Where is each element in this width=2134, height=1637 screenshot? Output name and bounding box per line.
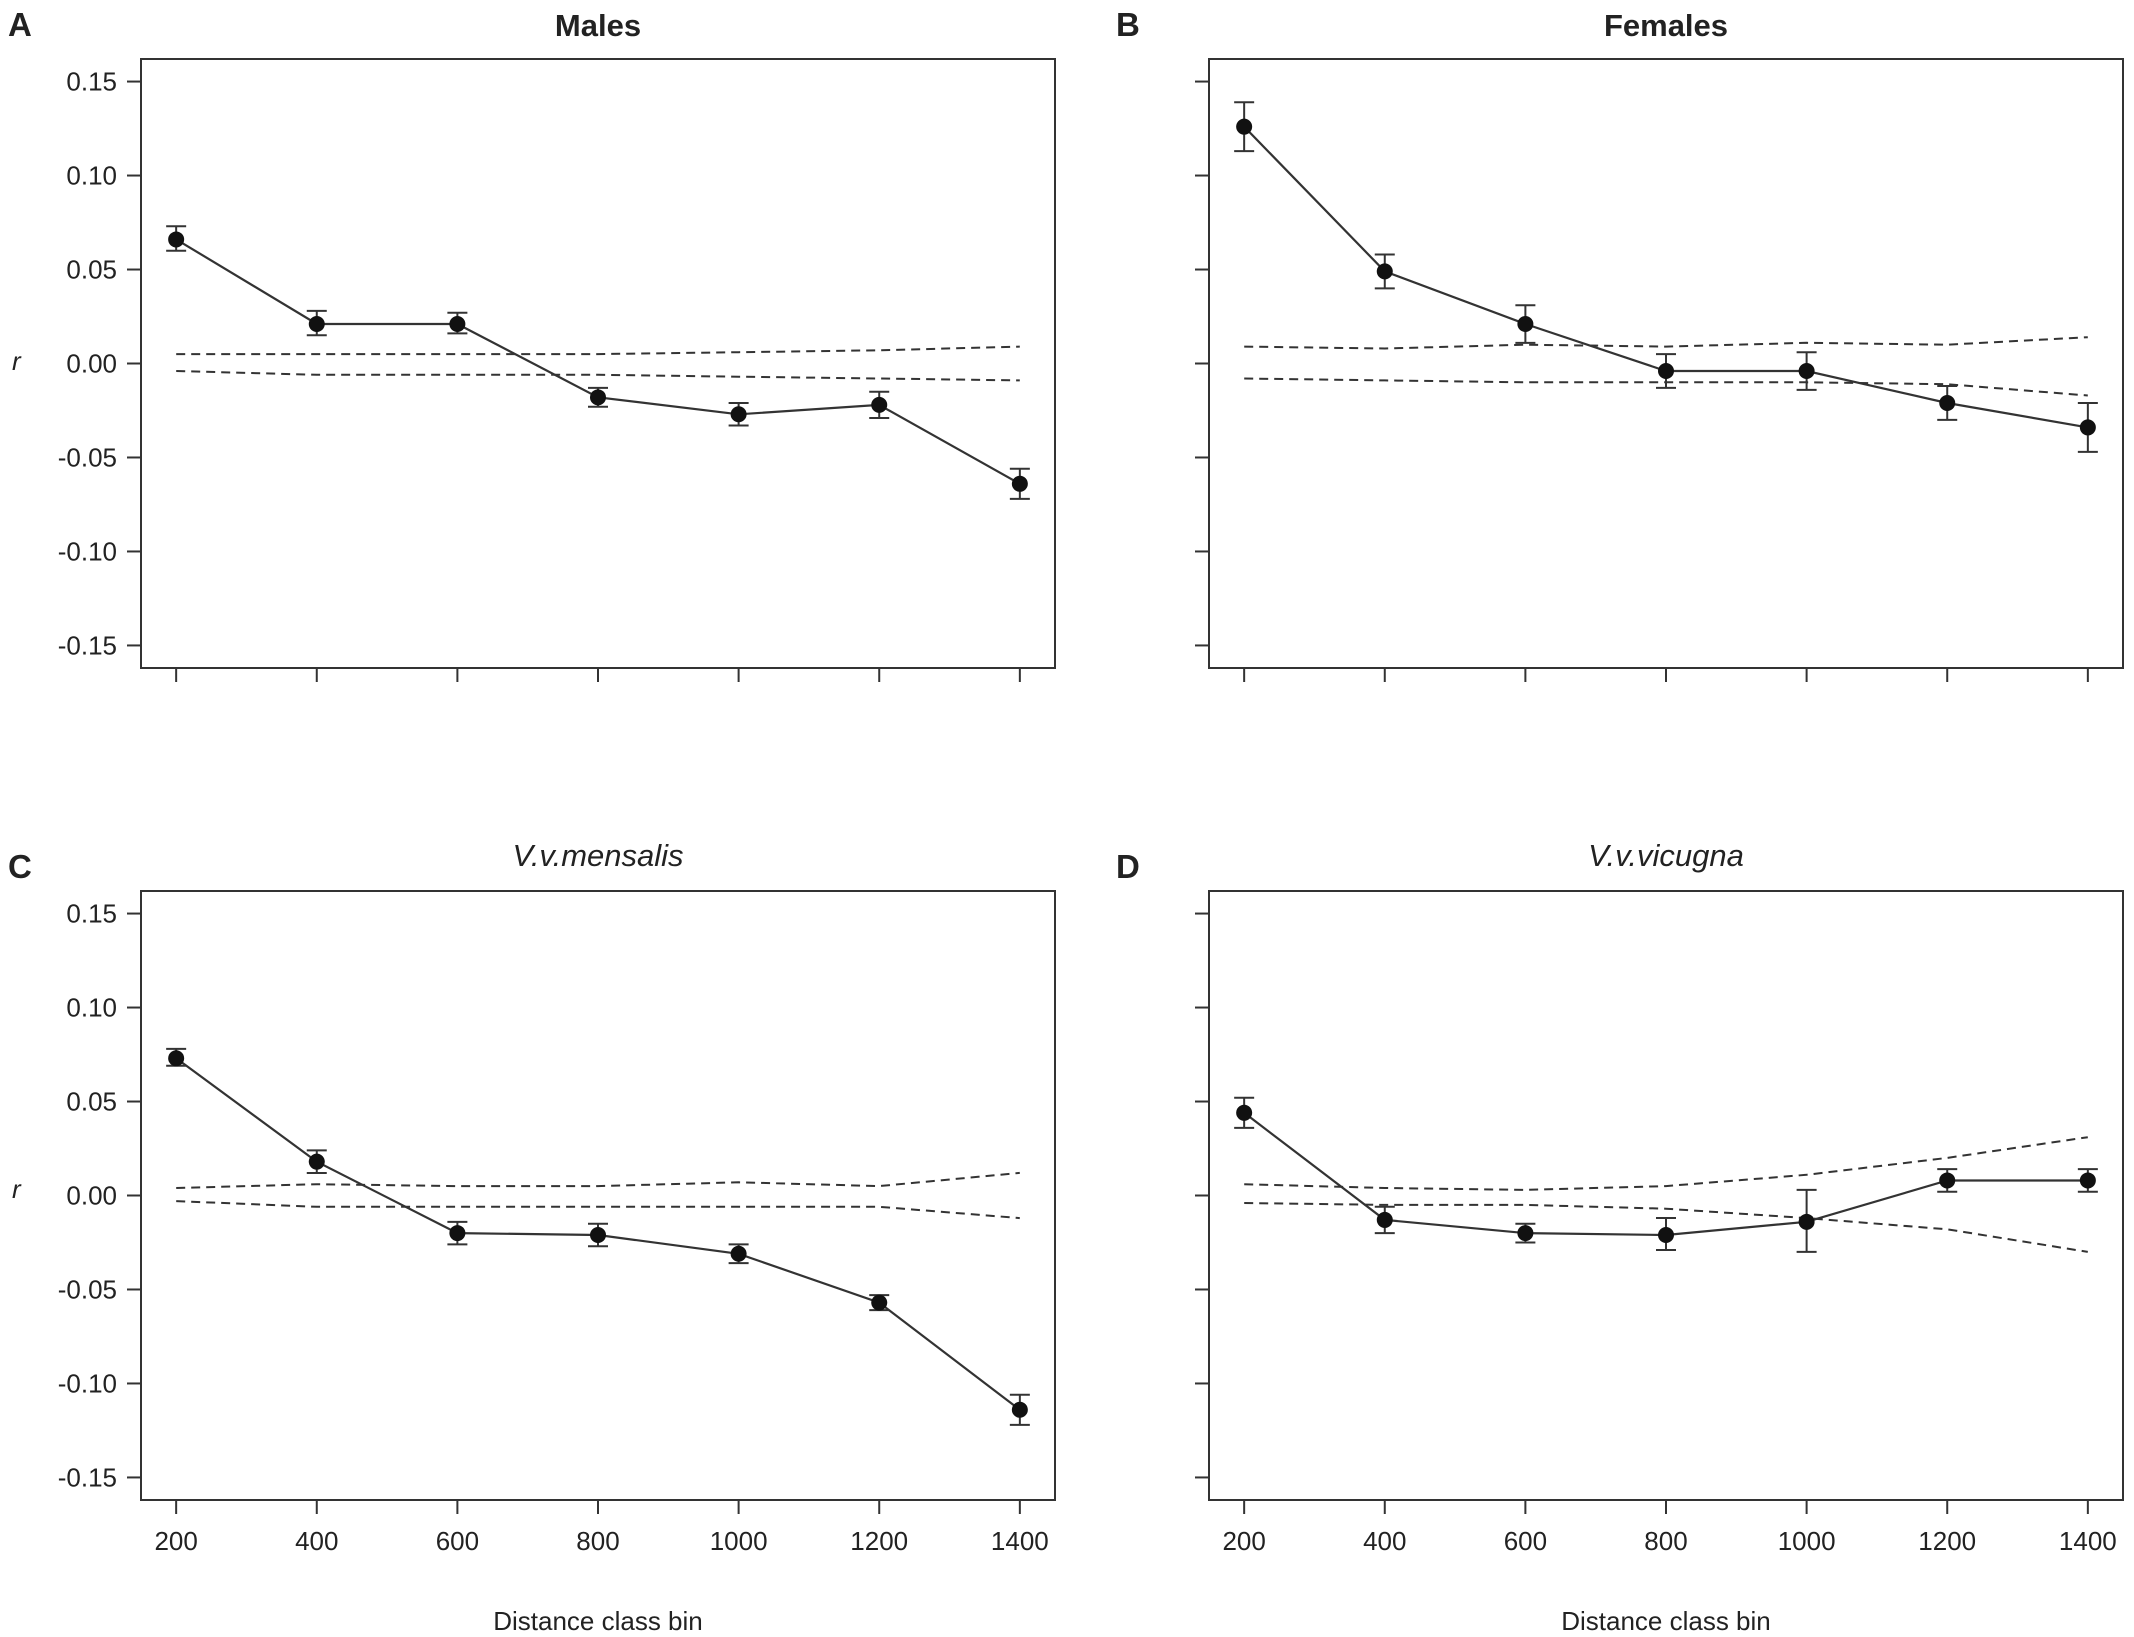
data-point [590,1226,606,1243]
panel-b: B Females [1116,6,2124,682]
x-tick-label: 600 [436,1526,479,1556]
y-tick-label: 0.00 [66,1181,117,1211]
y-tick-label: 0.00 [66,349,117,379]
panel-c: C V.v.mensalis r Distance class bin 0.15… [8,838,1056,1636]
data-point [590,389,606,406]
data-point [730,1245,747,1262]
ci-envelope-upper-ci [176,345,1020,356]
x-tick-label: 1200 [1918,1526,1976,1556]
data-point [1236,118,1253,135]
ci-envelope-lower-ci [176,1200,1020,1220]
y-tick-label: 0.10 [66,161,117,191]
plot-area-b [1195,58,2124,682]
y-tick-label: -0.05 [58,1274,117,1304]
plot-area-d: 200 400 600 800 1000 1200 1400 [1195,890,2124,1556]
x-tick-label: 800 [1644,1526,1687,1556]
y-tick-label: -0.05 [58,442,117,472]
data-point [1376,1211,1393,1228]
y-tick-label: 0.05 [66,255,117,285]
y-tick-label: 0.10 [66,993,117,1023]
data-point [1658,1226,1674,1243]
y-axis-label-a: r [12,346,22,376]
y-tick-label: 0.15 [66,899,117,929]
ci-envelope-lower-ci [176,370,1020,382]
panel-title-a: Males [555,8,641,43]
y-tick-label: -0.10 [58,1368,117,1398]
data-point [1236,1104,1253,1121]
x-tick-label: 1400 [2059,1526,2117,1556]
panel-title-d: V.v.vicugna [1588,838,1744,873]
x-tick-label: 400 [295,1526,338,1556]
x-tick-label: 1000 [1778,1526,1836,1556]
ci-envelope-lower-ci [1244,1202,2088,1253]
data-point [2079,419,2096,436]
panel-a: A Males r 0.15 0.10 0.05 0.00 -0.05 -0.10 -0.1… [8,6,1056,682]
x-tick-label: 800 [576,1526,619,1556]
data-point [1011,1401,1028,1418]
data-point [308,316,325,333]
plot-area-c: 0.15 0.10 0.05 0.00 -0.05 -0.10 -0.15 200 400 600… [58,890,1056,1556]
panel-letter-a: A [8,6,32,43]
data-point [730,406,747,423]
x-tick-label: 1000 [710,1526,768,1556]
data-point [871,396,888,413]
data-point [1939,1172,1956,1189]
panel-title-b: Females [1604,8,1728,43]
x-tick-label: 400 [1363,1526,1406,1556]
data-point [2079,1172,2096,1189]
y-tick-label: -0.15 [58,1462,117,1492]
data-point [1376,263,1393,280]
data-point [1939,394,1956,411]
data-point [1517,1225,1534,1242]
ci-envelope-upper-ci [1244,1136,2088,1191]
ci-envelope-upper-ci [176,1171,1020,1189]
x-tick-label: 600 [1504,1526,1547,1556]
ci-envelope-upper-ci [1244,336,2088,350]
data-point [449,1225,466,1242]
y-tick-label: -0.15 [58,630,117,660]
data-point [871,1294,888,1311]
x-tick-label: 200 [1222,1526,1265,1556]
panel-letter-d: D [1116,848,1140,885]
y-tick-label: -0.10 [58,536,117,566]
panel-d: D V.v.vicugna Distance class bin 200 400 6… [1116,838,2124,1636]
x-axis-label-d: Distance class bin [1561,1606,1771,1636]
x-tick-label: 1400 [991,1526,1049,1556]
panel-title-c: V.v.mensalis [512,838,683,873]
data-point [308,1153,325,1170]
data-point [1517,316,1534,333]
plot-area-a: 0.15 0.10 0.05 0.00 -0.05 -0.10 -0.15 [58,58,1056,682]
panel-letter-b: B [1116,6,1140,43]
data-point [1011,475,1028,492]
x-tick-label: 200 [154,1526,197,1556]
data-point [1798,1213,1815,1230]
y-tick-label: 0.15 [66,67,117,97]
y-tick-label: 0.05 [66,1087,117,1117]
data-point [1798,363,1815,380]
data-point [168,231,185,248]
x-tick-label: 1200 [850,1526,908,1556]
y-axis-label-c: r [12,1174,22,1204]
x-axis-label-c: Distance class bin [493,1606,703,1636]
data-point [449,316,466,333]
data-point [1658,363,1674,380]
panel-letter-c: C [8,848,32,885]
data-point [168,1050,185,1067]
